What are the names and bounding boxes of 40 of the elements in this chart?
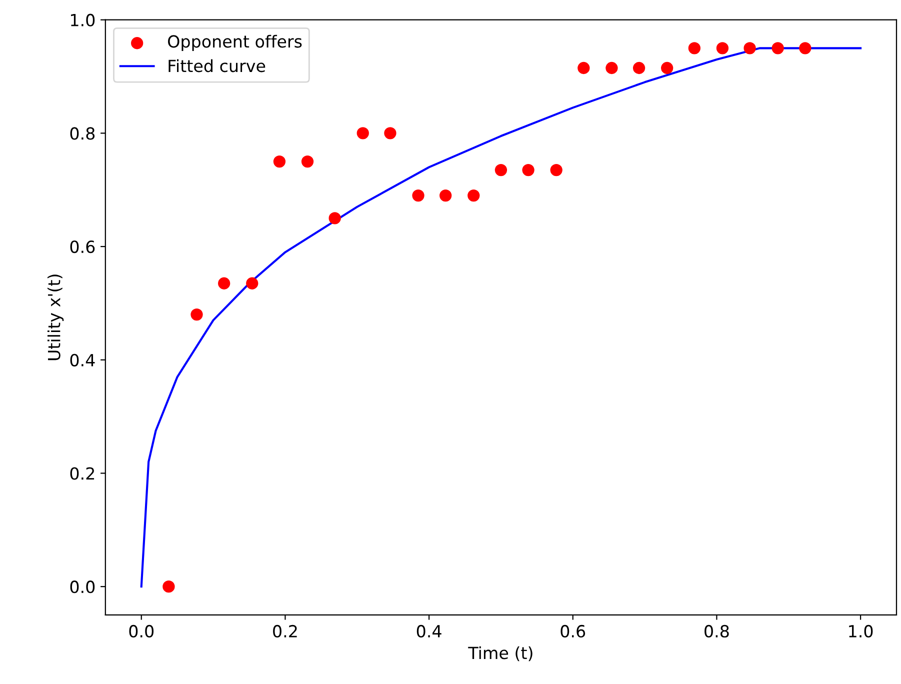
- point: [273, 155, 286, 168]
- legend-label: Fitted curve: [168, 59, 266, 72]
- point: [301, 155, 314, 168]
- point: [162, 580, 175, 593]
- point: [246, 277, 258, 290]
- y-tick-label: 0.2: [70, 467, 94, 480]
- x-tick-label: 1.0: [849, 624, 873, 638]
- x-tick-label: 0.0: [129, 624, 154, 638]
- point: [550, 164, 562, 176]
- point: [688, 42, 700, 54]
- point: [468, 189, 480, 202]
- y-tick-label: 0.6: [70, 240, 95, 254]
- point: [606, 62, 618, 74]
- x-tick-label: 0.8: [704, 624, 729, 638]
- point: [772, 42, 784, 54]
- point: [632, 62, 646, 74]
- point: [744, 42, 756, 54]
- point: [328, 212, 341, 224]
- x-tick-label: 0.4: [416, 624, 442, 638]
- point: [494, 164, 508, 176]
- point: [218, 277, 230, 290]
- point: [661, 62, 674, 74]
- x-axis-title: Time (t): [468, 646, 532, 662]
- y-tick-label: 0.0: [70, 580, 95, 594]
- y-axis-title: Utility x'(t): [48, 274, 64, 360]
- x-tick-label: 0.6: [560, 624, 586, 638]
- y-tick-label: 0.8: [70, 127, 95, 140]
- point: [716, 42, 729, 54]
- y-tick-label: 0.4: [70, 354, 95, 366]
- point: [799, 42, 812, 54]
- legend-label: Opponent offers: [168, 34, 302, 51]
- point: [440, 189, 452, 202]
- point: [412, 189, 424, 202]
- point: [356, 127, 369, 140]
- point: [578, 62, 590, 74]
- y-tick-label: 1.0: [71, 14, 95, 26]
- x-tick-label: 0.2: [273, 624, 297, 638]
- point: [190, 308, 203, 321]
- point: [522, 164, 534, 176]
- point: [384, 127, 396, 140]
